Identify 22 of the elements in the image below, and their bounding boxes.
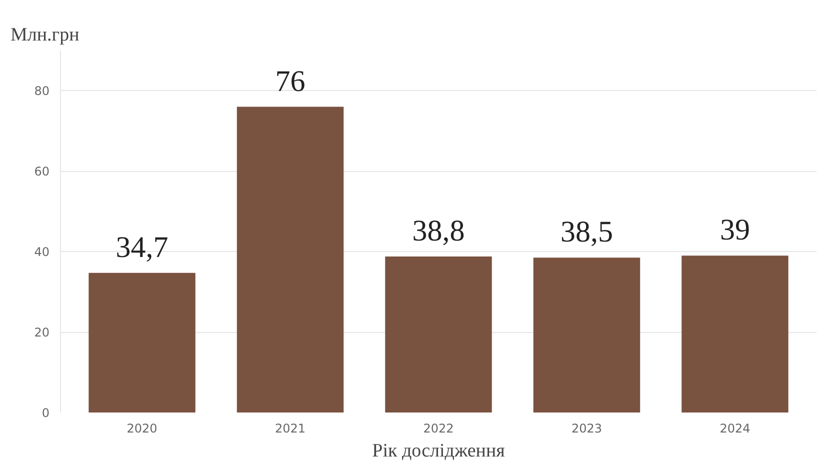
y-tick-label: 40	[34, 245, 50, 260]
data-label: 39	[720, 214, 750, 247]
data-label: 76	[275, 64, 306, 98]
bar	[533, 258, 640, 412]
x-tick-label: 2020	[126, 422, 158, 436]
x-tick-label: 2023	[571, 422, 602, 436]
bar	[236, 106, 344, 412]
x-axis-title: Рік дослідження	[372, 440, 506, 462]
y-tick-label: 80	[34, 84, 50, 98]
x-tick-label: 2024	[720, 422, 750, 436]
bar	[385, 256, 492, 412]
y-tick-label: 60	[34, 164, 50, 179]
bar	[88, 272, 196, 412]
data-label: 38,8	[412, 214, 465, 248]
data-label: 34,7	[116, 230, 168, 264]
y-tick-label: 20	[34, 326, 50, 340]
data-label: 38,5	[560, 216, 613, 249]
y-tick-label: 0	[42, 406, 50, 420]
x-tick-label: 2022	[423, 422, 454, 436]
bar	[682, 256, 788, 412]
y-axis-title: Млн.грн	[10, 24, 80, 46]
x-tick-label: 2021	[274, 422, 306, 436]
